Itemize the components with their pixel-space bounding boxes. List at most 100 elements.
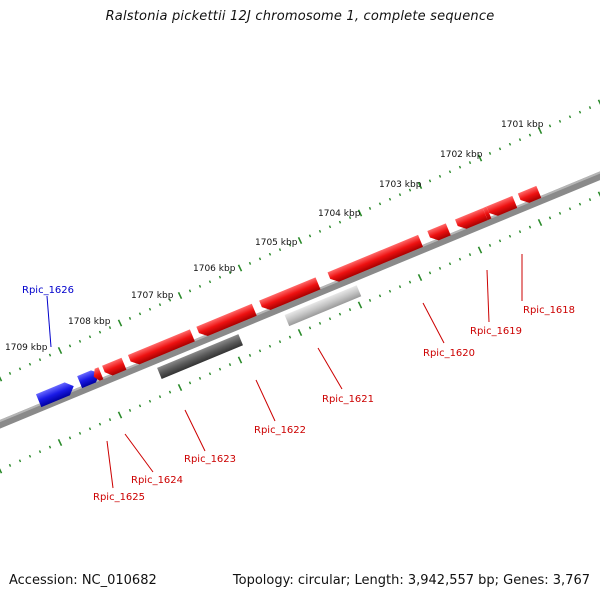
outer-scale-minor-tick bbox=[198, 284, 202, 288]
outer-scale-major-tick bbox=[297, 236, 303, 245]
inner-scale-minor-tick bbox=[168, 390, 172, 394]
scale-label-1704: 1704 kbp bbox=[318, 209, 361, 219]
gene-label-rpic-1618[interactable]: Rpic_1618 bbox=[523, 305, 575, 316]
inner-scale-major-tick bbox=[177, 383, 183, 392]
scale-label-1701: 1701 kbp bbox=[501, 120, 544, 130]
inner-scale-minor-tick bbox=[328, 317, 332, 321]
inner-scale-minor-tick bbox=[568, 207, 572, 211]
outer-scale-minor-tick bbox=[18, 367, 22, 371]
gene-label-rpic-1624[interactable]: Rpic_1624 bbox=[131, 475, 183, 486]
inner-scale-minor-tick bbox=[508, 234, 512, 238]
inner-scale-minor-tick bbox=[388, 289, 392, 293]
gene-label-rpic-1621[interactable]: Rpic_1621 bbox=[322, 394, 374, 405]
inner-scale-major-tick bbox=[537, 218, 543, 227]
outer-scale-minor-tick bbox=[248, 261, 252, 265]
outer-scale-minor-tick bbox=[88, 335, 92, 339]
gene-label-rpic-1619[interactable]: Rpic_1619 bbox=[470, 326, 522, 337]
gene-arrow-red-a[interactable] bbox=[486, 195, 518, 219]
outer-scale-ticks bbox=[0, 99, 600, 382]
scale-label-1709: 1709 kbp bbox=[5, 343, 48, 353]
outer-scale-minor-tick bbox=[568, 115, 572, 119]
inner-scale-minor-tick bbox=[408, 280, 412, 284]
inner-scale-minor-tick bbox=[248, 353, 252, 357]
inner-scale-minor-tick bbox=[218, 367, 222, 371]
gene-arrow-red-b[interactable] bbox=[517, 185, 542, 206]
outer-scale-minor-tick bbox=[38, 358, 42, 362]
outer-scale-minor-tick bbox=[458, 165, 462, 169]
chromosome-backbone bbox=[0, 158, 600, 442]
inner-scale-minor-tick bbox=[18, 459, 22, 463]
inner-scale-major-tick bbox=[57, 438, 63, 447]
outer-scale-minor-tick bbox=[518, 138, 522, 142]
outer-scale-minor-tick bbox=[168, 298, 172, 302]
outer-scale-minor-tick bbox=[448, 170, 452, 174]
inner-scale-major-tick bbox=[297, 328, 303, 337]
leader-line-1626 bbox=[46, 295, 52, 348]
inner-scale-minor-tick bbox=[208, 372, 212, 376]
inner-scale-minor-tick bbox=[488, 243, 492, 247]
scale-label-1707: 1707 kbp bbox=[131, 291, 174, 301]
inner-scale-minor-tick bbox=[138, 404, 142, 408]
inner-scale-minor-tick bbox=[428, 271, 432, 275]
outer-scale-major-tick bbox=[57, 346, 63, 355]
inner-scale-minor-tick bbox=[448, 262, 452, 266]
inner-scale-minor-tick bbox=[278, 340, 282, 344]
leader-line-1623 bbox=[184, 409, 206, 452]
gene-arrow-rpic-1624[interactable] bbox=[102, 357, 127, 378]
inner-scale-minor-tick bbox=[38, 450, 42, 454]
outer-scale-minor-tick bbox=[498, 147, 502, 151]
gene-arrow-rpic-1619[interactable] bbox=[427, 223, 451, 243]
inner-scale-minor-tick bbox=[198, 376, 202, 380]
inner-scale-minor-tick bbox=[518, 230, 522, 234]
outer-scale-minor-tick bbox=[108, 326, 112, 330]
leader-line-1625 bbox=[106, 440, 114, 489]
gene-arrow-rpic-1625[interactable] bbox=[91, 367, 104, 382]
outer-scale-minor-tick bbox=[218, 275, 222, 279]
gene-arrow-rpic-1620[interactable] bbox=[327, 234, 424, 285]
inner-scale-major-tick bbox=[0, 468, 3, 474]
outer-scale-minor-tick bbox=[278, 248, 282, 252]
scale-label-1708: 1708 kbp bbox=[68, 317, 111, 327]
gene-label-rpic-1620[interactable]: Rpic_1620 bbox=[423, 348, 475, 359]
outer-scale-major-tick bbox=[477, 154, 483, 162]
inner-scale-ticks bbox=[0, 191, 600, 474]
inner-scale-minor-tick bbox=[528, 225, 532, 229]
gene-arrow-rpic-1623[interactable] bbox=[127, 329, 195, 367]
inner-scale-minor-tick bbox=[28, 454, 32, 458]
inner-scale-minor-tick bbox=[318, 321, 322, 325]
outer-scale-minor-tick bbox=[188, 289, 192, 293]
outer-scale-minor-tick bbox=[328, 225, 332, 229]
inner-scale-major-tick bbox=[237, 356, 243, 364]
leader-line-1620 bbox=[422, 302, 445, 344]
feature-bar-dark[interactable] bbox=[157, 334, 243, 379]
outer-scale-minor-tick bbox=[578, 110, 582, 114]
leader-line-1621 bbox=[317, 347, 343, 390]
feature-bar-light[interactable] bbox=[284, 285, 362, 327]
inner-scale-minor-tick bbox=[558, 211, 562, 215]
accession-text: Accession: NC_010682 bbox=[9, 573, 157, 588]
outer-scale-minor-tick bbox=[588, 106, 592, 110]
leader-line-1624 bbox=[124, 433, 154, 473]
scale-label-1706: 1706 kbp bbox=[193, 264, 236, 274]
outer-scale-minor-tick bbox=[438, 174, 442, 178]
inner-scale-minor-tick bbox=[468, 253, 472, 257]
inner-scale-minor-tick bbox=[588, 198, 592, 202]
outer-scale-major-tick bbox=[117, 319, 123, 327]
inner-scale-minor-tick bbox=[128, 408, 132, 412]
gene-arrow-rpic-1622[interactable] bbox=[196, 303, 257, 339]
gene-arrow-red-small[interactable] bbox=[482, 206, 492, 221]
gene-arrow-rpic-1618[interactable] bbox=[455, 208, 488, 231]
inner-scale-minor-tick bbox=[78, 431, 82, 435]
gene-label-rpic-1625[interactable]: Rpic_1625 bbox=[93, 492, 145, 503]
gene-arrow-rpic-1621[interactable] bbox=[259, 277, 321, 312]
outer-scale-major-tick bbox=[357, 209, 363, 217]
outer-scale-minor-tick bbox=[398, 193, 402, 197]
outer-scale-major-tick bbox=[417, 181, 423, 190]
gene-label-rpic-1623[interactable]: Rpic_1623 bbox=[184, 454, 236, 465]
inner-scale-minor-tick bbox=[268, 344, 272, 348]
gene-label-rpic-1626[interactable]: Rpic_1626 bbox=[22, 285, 74, 296]
inner-scale-minor-tick bbox=[378, 294, 382, 298]
inner-scale-minor-tick bbox=[498, 239, 502, 243]
inner-scale-major-tick bbox=[357, 301, 363, 309]
gene-label-rpic-1622[interactable]: Rpic_1622 bbox=[254, 425, 306, 436]
